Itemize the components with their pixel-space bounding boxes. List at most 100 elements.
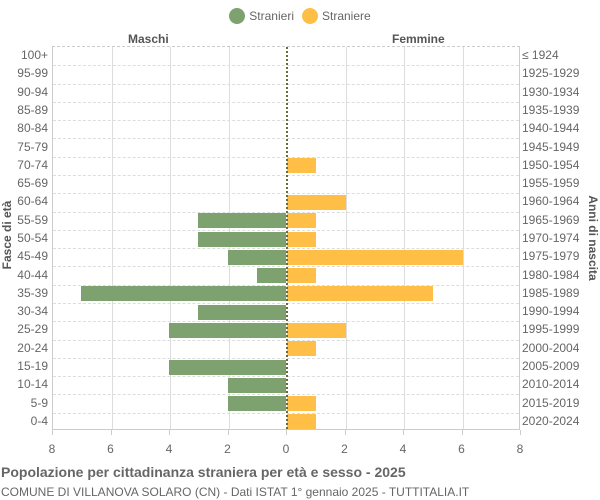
age-group-label: 0-4 (30, 413, 48, 428)
age-group-label: 40-44 (17, 267, 48, 282)
age-group-label: 90-94 (17, 84, 48, 99)
age-group-label: 45-49 (17, 249, 48, 264)
age-group-label: 60-64 (17, 194, 48, 209)
males-side-label: Maschi (128, 32, 169, 46)
bar-male-35-39[interactable] (81, 286, 286, 302)
birth-year-label: 2005-2009 (522, 359, 580, 373)
bar-male-40-44[interactable] (256, 268, 286, 284)
age-group-label: 65-69 (17, 176, 48, 191)
bar-female-45-49[interactable] (287, 249, 463, 265)
birth-year-label: ≤ 1924 (522, 48, 559, 63)
bar-female-35-39[interactable] (287, 286, 434, 302)
age-group-label: 50-54 (17, 231, 48, 245)
x-tick-mark (169, 430, 170, 435)
x-tick-label: 0 (282, 442, 290, 456)
vertical-gridline (170, 47, 171, 429)
legend-label: Stranieri (249, 9, 294, 23)
birth-year-label: 1985-1989 (522, 285, 580, 300)
bar-male-50-54[interactable] (198, 231, 286, 247)
birth-year-label: 2000-2004 (522, 340, 580, 355)
bar-male-45-49[interactable] (227, 249, 286, 265)
age-group-label: 100+ (20, 48, 48, 63)
birth-year-label: 1960-1964 (522, 194, 580, 209)
birth-year-label: 2020-2024 (522, 413, 580, 428)
bar-female-50-54[interactable] (287, 231, 317, 247)
birth-year-label: 1925-1929 (522, 66, 580, 81)
bar-male-5-9[interactable] (227, 396, 286, 412)
bar-male-30-34[interactable] (198, 304, 286, 320)
x-tick-mark (52, 430, 53, 435)
birth-year-label: 1990-1994 (522, 304, 580, 319)
bar-male-25-29[interactable] (169, 322, 286, 338)
legend-dot-straniere-icon (301, 8, 318, 24)
x-tick-label: 8 (516, 442, 524, 456)
age-group-label: 85-89 (17, 103, 48, 117)
x-tick-label: 4 (399, 442, 407, 456)
bar-female-20-24[interactable] (287, 341, 317, 357)
chart-legend: Stranieri Straniere (0, 6, 600, 26)
chart-title: Popolazione per cittadinanza straniera p… (1, 464, 406, 480)
x-tick-mark (110, 430, 112, 435)
age-group-label: 35-39 (17, 285, 48, 300)
age-group-label: 55-59 (17, 212, 48, 227)
x-tick-label: 6 (107, 442, 114, 456)
vertical-gridline (111, 47, 113, 429)
age-group-label: 25-29 (17, 322, 48, 337)
x-tick-mark (227, 430, 229, 435)
bar-female-55-59[interactable] (287, 213, 317, 229)
x-tick-mark (520, 430, 521, 435)
age-group-label: 80-84 (17, 121, 48, 136)
birth-year-label: 1970-1974 (522, 231, 580, 245)
bar-female-0-4[interactable] (287, 414, 317, 430)
bar-female-60-64[interactable] (287, 194, 346, 210)
age-group-label: 95-99 (17, 66, 48, 81)
birth-year-label: 1940-1944 (522, 121, 580, 136)
chart-subtitle: COMUNE DI VILLANOVA SOLARO (CN) - Dati I… (1, 485, 470, 499)
age-group-label: 75-79 (17, 139, 48, 154)
legend-item-straniere[interactable]: Straniere (301, 8, 371, 24)
vertical-gridline (345, 47, 347, 429)
legend-item-stranieri[interactable]: Stranieri (229, 8, 294, 24)
age-group-label: 15-19 (17, 359, 48, 373)
bar-female-25-29[interactable] (287, 322, 346, 338)
birth-year-label: 2010-2014 (522, 377, 580, 392)
x-tick-mark (403, 430, 404, 435)
vertical-gridline (462, 47, 464, 429)
legend-label: Straniere (321, 9, 371, 23)
x-tick-label: 6 (458, 442, 465, 456)
bar-male-15-19[interactable] (169, 359, 286, 375)
age-group-label: 70-74 (17, 157, 48, 172)
x-tick-label: 2 (341, 442, 348, 456)
birth-year-label: 1980-1984 (522, 267, 580, 282)
x-tick-label: 4 (165, 442, 173, 456)
plot-area (52, 46, 520, 430)
x-tick-mark (344, 430, 346, 435)
bar-male-10-14[interactable] (227, 377, 286, 393)
birth-year-label: 1930-1934 (522, 84, 580, 99)
birth-year-label: 1935-1939 (522, 103, 580, 117)
center-axis-line (286, 47, 288, 429)
x-tick-mark (286, 430, 287, 435)
vertical-gridline (404, 47, 405, 429)
females-side-label: Femmine (392, 32, 445, 46)
bar-female-5-9[interactable] (287, 396, 317, 412)
age-group-label: 5-9 (30, 395, 48, 410)
bar-female-40-44[interactable] (287, 268, 317, 284)
legend-dot-stranieri-icon (229, 8, 246, 24)
bar-female-70-74[interactable] (287, 158, 317, 174)
bar-male-55-59[interactable] (198, 213, 286, 229)
birth-year-label: 1975-1979 (522, 249, 580, 264)
y-axis-title-age: Fasce di età (0, 200, 14, 270)
x-tick-label: 2 (224, 442, 231, 456)
x-tick-mark (461, 430, 463, 435)
birth-year-label: 1950-1954 (522, 157, 580, 172)
birth-year-label: 1945-1949 (522, 139, 580, 154)
birth-year-label: 2015-2019 (522, 395, 580, 410)
birth-year-label: 1955-1959 (522, 176, 580, 191)
age-group-label: 30-34 (17, 304, 48, 319)
birth-year-label: 1995-1999 (522, 322, 580, 337)
x-tick-label: 8 (48, 442, 56, 456)
birth-year-label: 1965-1969 (522, 212, 580, 227)
y-axis-title-birth-years: Anni di nascita (586, 195, 600, 281)
age-group-label: 20-24 (17, 340, 48, 355)
